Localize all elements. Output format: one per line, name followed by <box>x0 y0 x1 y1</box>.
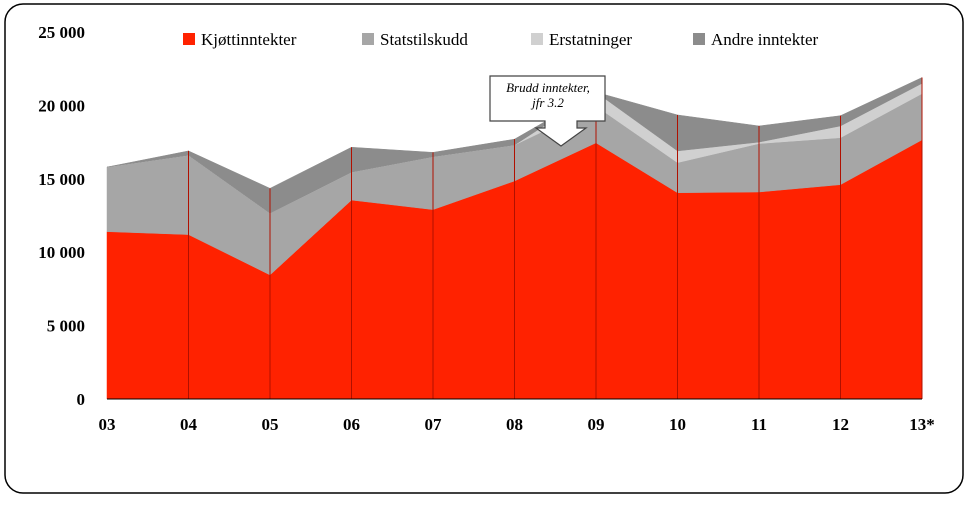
x-tick-label: 11 <box>751 415 767 434</box>
x-tick-label: 04 <box>180 415 198 434</box>
x-tick-label: 07 <box>425 415 443 434</box>
annotation: Brudd inntekter, jfr 3.2 <box>506 80 590 110</box>
legend-label: Kjøttinntekter <box>201 30 297 49</box>
x-tick-label: 08 <box>506 415 523 434</box>
x-tick-label: 09 <box>588 415 605 434</box>
x-tick-label: 06 <box>343 415 360 434</box>
x-tick-label: 12 <box>832 415 849 434</box>
x-tick-label: 13* <box>909 415 935 434</box>
y-tick-label: 5 000 <box>47 317 85 336</box>
legend-label: Andre inntekter <box>711 30 818 49</box>
legend-swatch <box>693 33 705 45</box>
legend-label: Erstatninger <box>549 30 632 49</box>
legend-swatch <box>362 33 374 45</box>
callout <box>489 75 606 147</box>
x-tick-label: 10 <box>669 415 686 434</box>
legend-label: Statstilskudd <box>380 30 468 49</box>
legend-swatch <box>531 33 543 45</box>
y-tick-label: 15 000 <box>38 170 85 189</box>
y-tick-label: 0 <box>77 390 86 409</box>
legend-swatch <box>183 33 195 45</box>
x-tick-label: 05 <box>262 415 279 434</box>
y-tick-label: 20 000 <box>38 96 85 115</box>
y-tick-label: 10 000 <box>38 243 85 262</box>
x-tick-label: 03 <box>99 415 116 434</box>
y-tick-label: 25 000 <box>38 23 85 42</box>
